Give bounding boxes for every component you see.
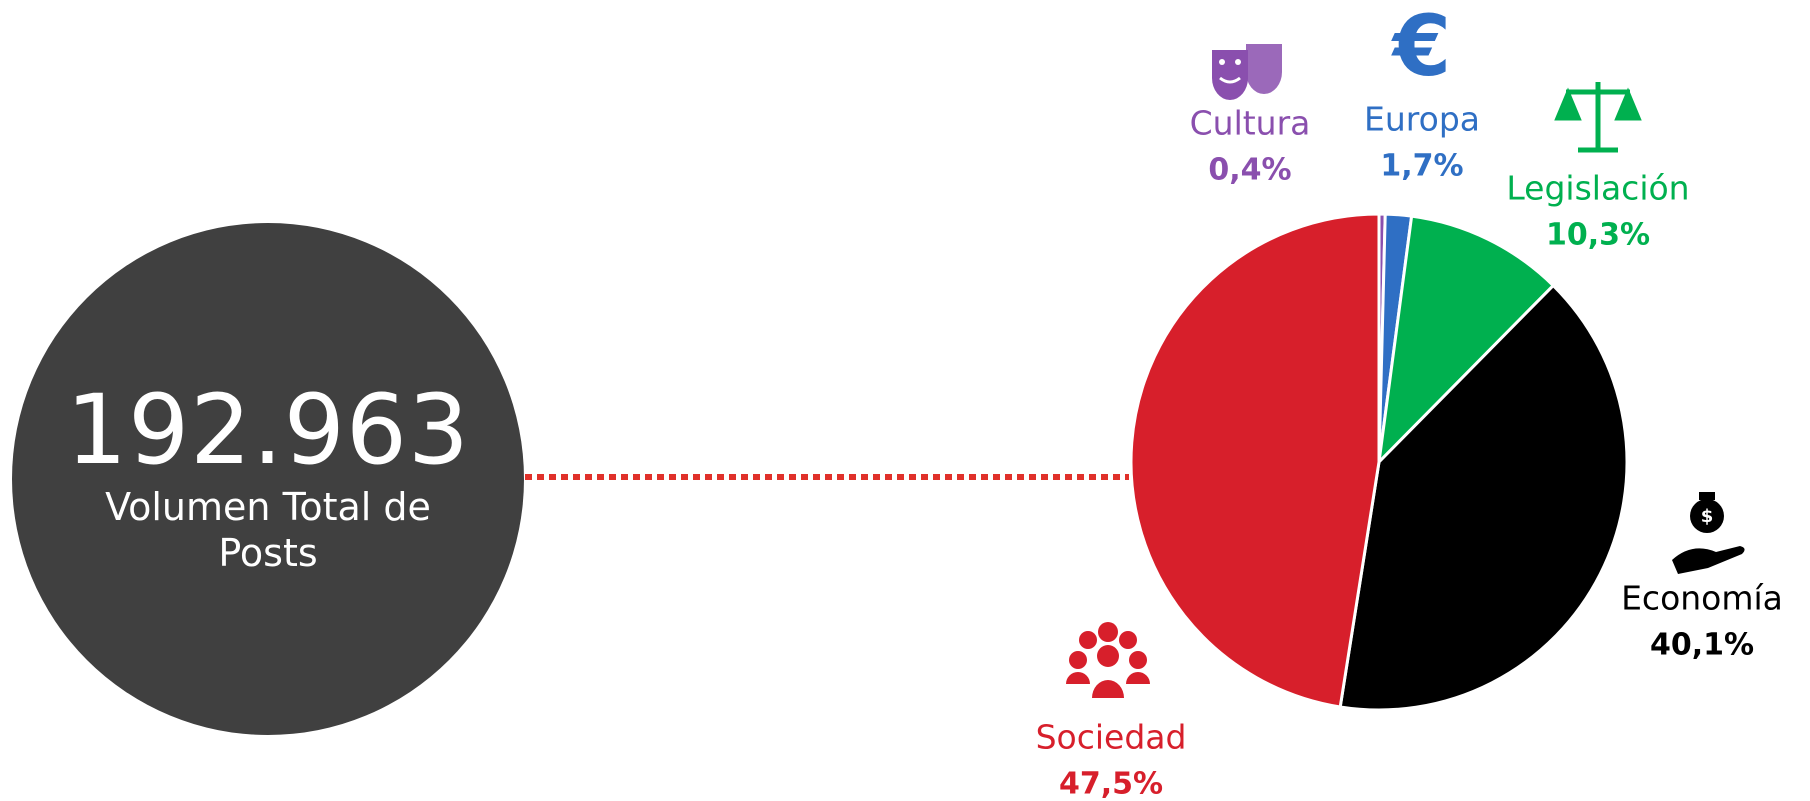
total-text: 192.963 Volumen Total de Posts <box>38 380 498 576</box>
law-icon <box>1554 82 1642 153</box>
slice-name: Economía <box>1621 579 1783 618</box>
total-label: Volumen Total de Posts <box>105 485 431 575</box>
europe-icon: € <box>1391 0 1451 95</box>
svg-text:$: $ <box>1701 506 1714 527</box>
total-value: 192.963 <box>66 374 470 486</box>
slice-value: 10,3% <box>1546 218 1650 253</box>
economy-icon: $ <box>1672 492 1745 574</box>
slice-value: 47,5% <box>1059 767 1163 801</box>
pie-slice <box>1376 214 1556 467</box>
pie <box>1129 212 1629 712</box>
slice-name: Legislación <box>1506 169 1689 208</box>
slice-name: Sociedad <box>1036 718 1187 757</box>
pie-slice <box>1129 212 1381 709</box>
slice-name: Cultura <box>1190 104 1311 143</box>
pie-slice <box>1338 283 1629 712</box>
slice-value: 40,1% <box>1650 628 1754 663</box>
society-icon <box>1066 622 1150 698</box>
slice-name: Europa <box>1364 100 1480 139</box>
slice-value: 0,4% <box>1208 153 1291 188</box>
culture-icon <box>1212 44 1282 100</box>
slice-value: 1,7% <box>1380 149 1463 184</box>
total-circle <box>12 223 524 735</box>
